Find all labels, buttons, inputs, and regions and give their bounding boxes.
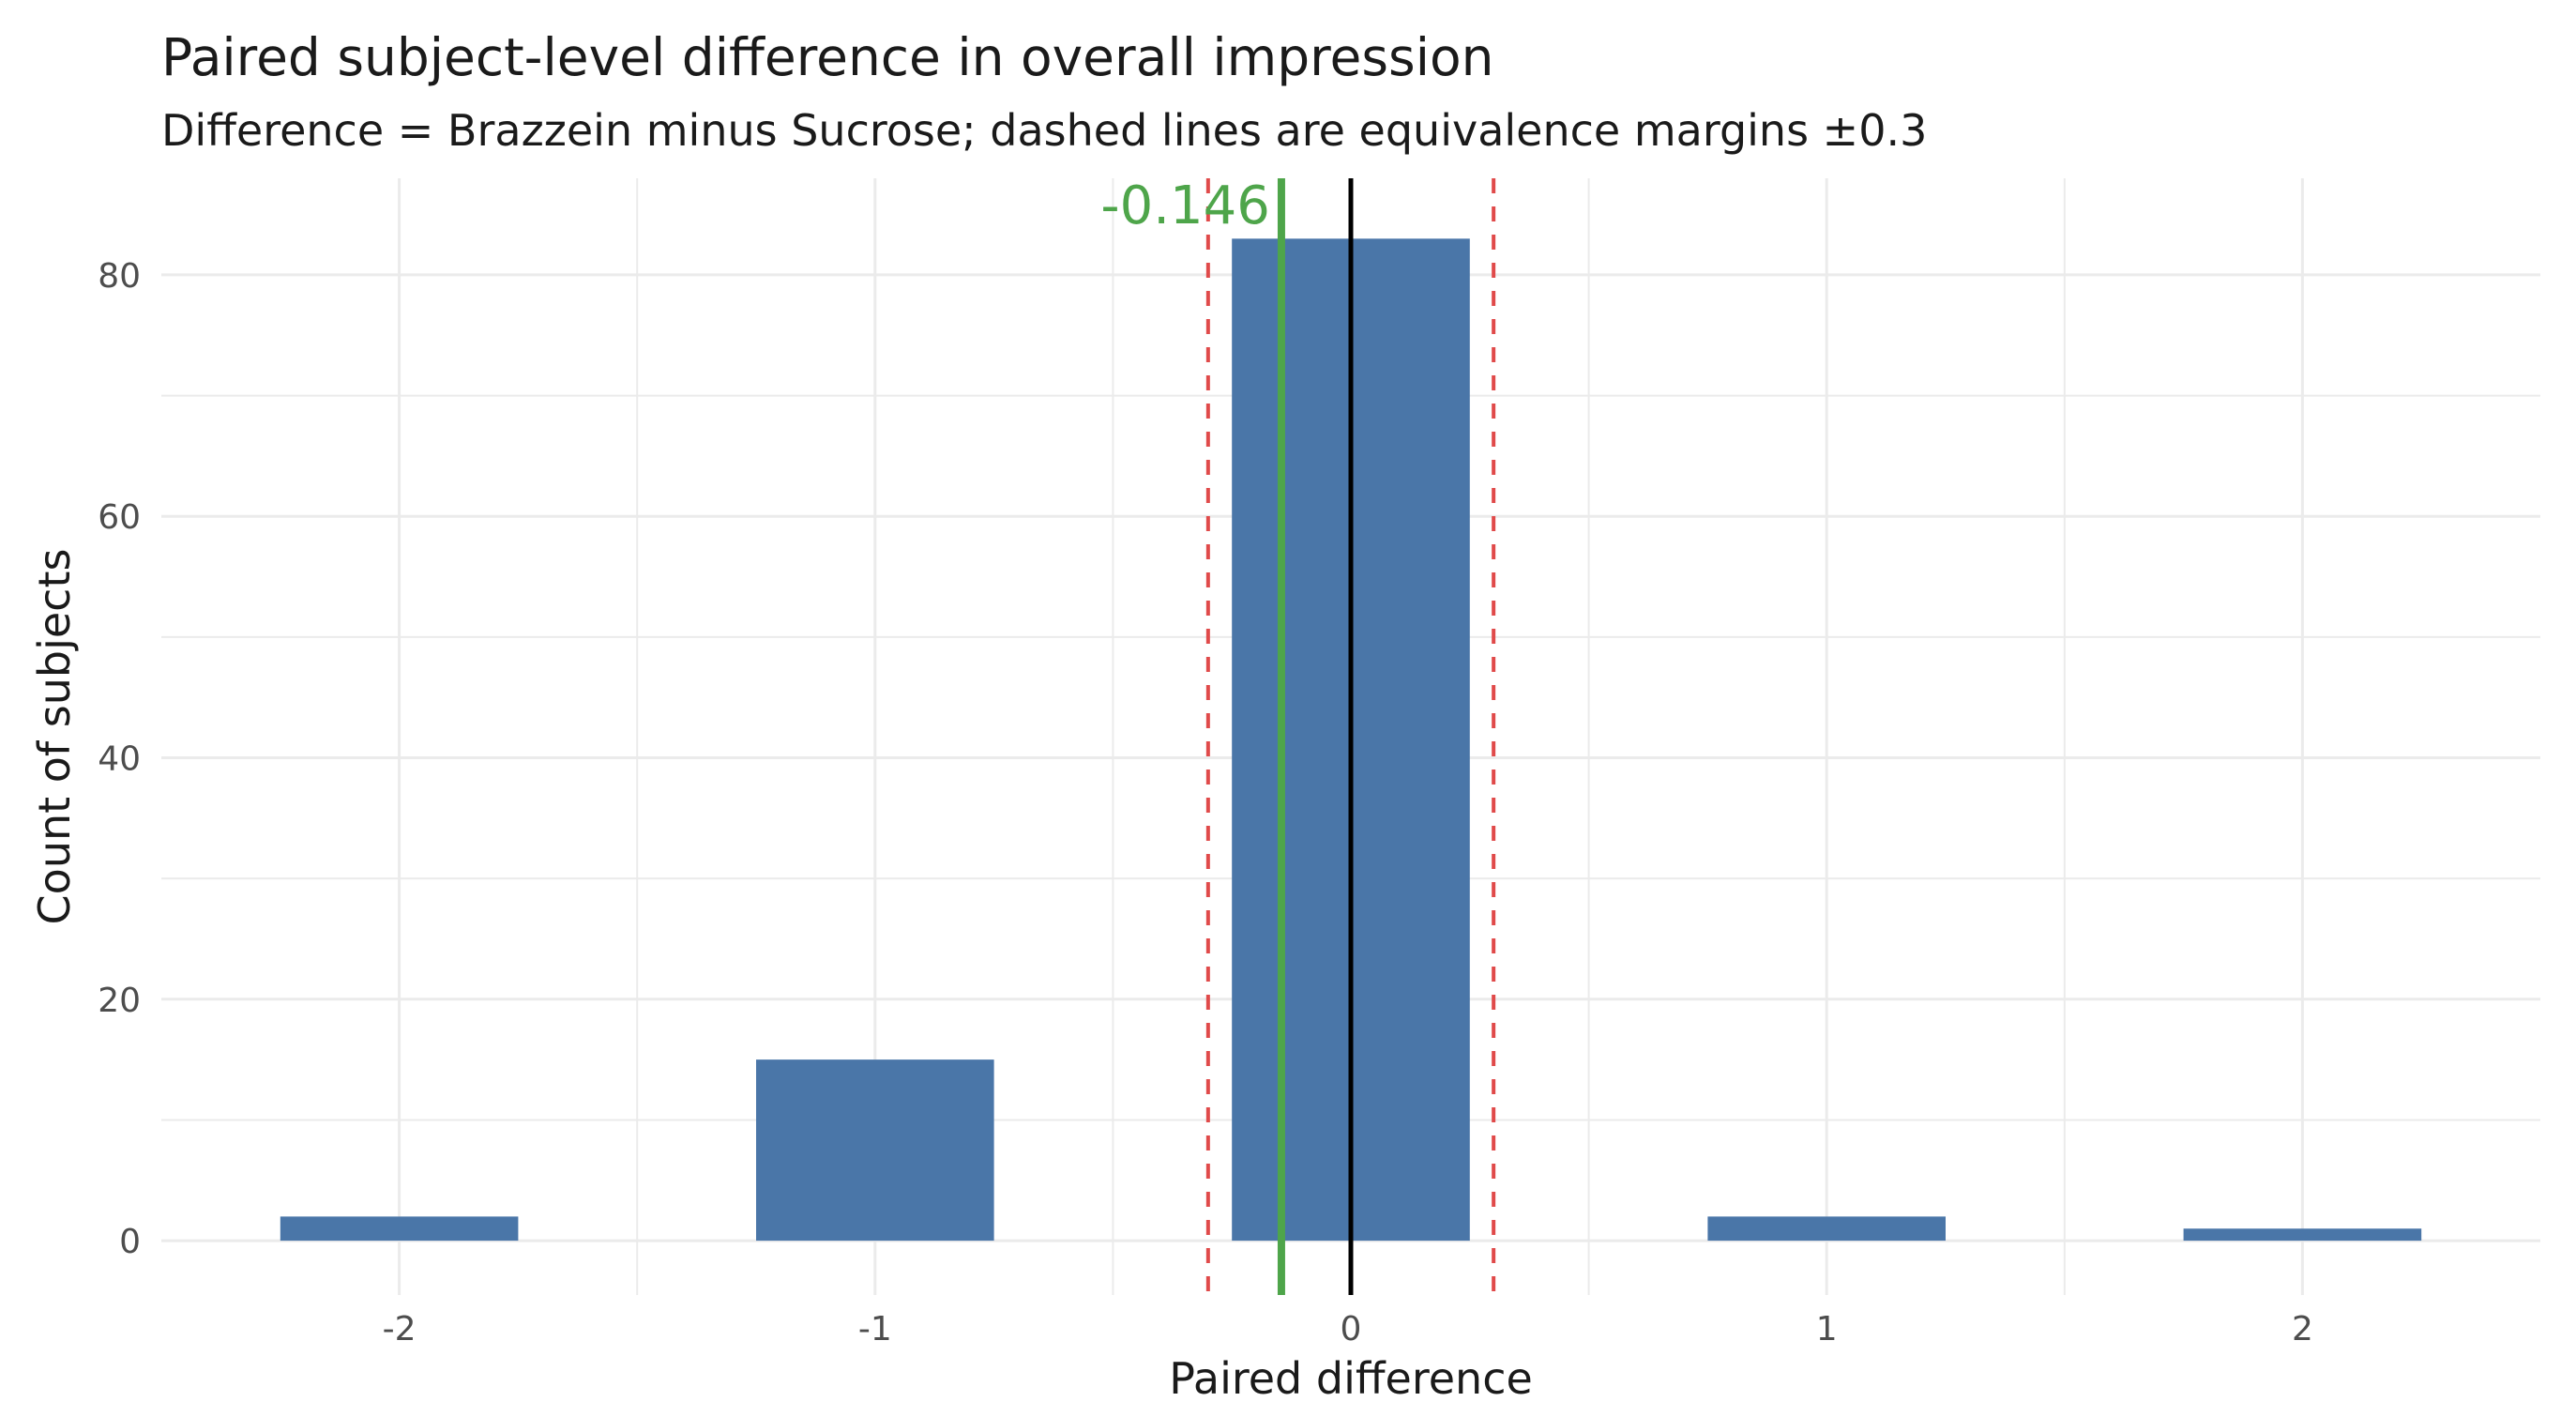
reference-lines: -0.146: [1100, 175, 1496, 1295]
y-tick-label: 0: [119, 1223, 141, 1261]
x-tick-label: 1: [1816, 1310, 1838, 1348]
x-tick-label: 0: [1341, 1310, 1362, 1348]
y-tick-label: 40: [98, 740, 141, 779]
y-axis-title: Count of subjects: [29, 549, 80, 925]
y-axis-ticks: 0 20 40 60 80: [98, 257, 141, 1261]
x-axis-ticks: -2 -1 0 1 2: [383, 1310, 2313, 1348]
x-tick-label: -2: [383, 1310, 417, 1348]
y-tick-label: 20: [98, 982, 141, 1020]
x-tick-label: 2: [2292, 1310, 2313, 1348]
bar: [1707, 1216, 1946, 1242]
chart-title: Paired subject-level difference in overa…: [161, 27, 1494, 87]
chart-subtitle: Difference = Brazzein minus Sucrose; das…: [161, 105, 1927, 156]
y-tick-label: 80: [98, 257, 141, 296]
mean-difference-label: -0.146: [1100, 175, 1270, 236]
bar: [2183, 1228, 2422, 1242]
x-axis-title: Paired difference: [1169, 1353, 1533, 1404]
bar: [756, 1059, 994, 1242]
bar: [280, 1216, 519, 1242]
x-tick-label: -1: [858, 1310, 892, 1348]
y-tick-label: 60: [98, 498, 141, 537]
